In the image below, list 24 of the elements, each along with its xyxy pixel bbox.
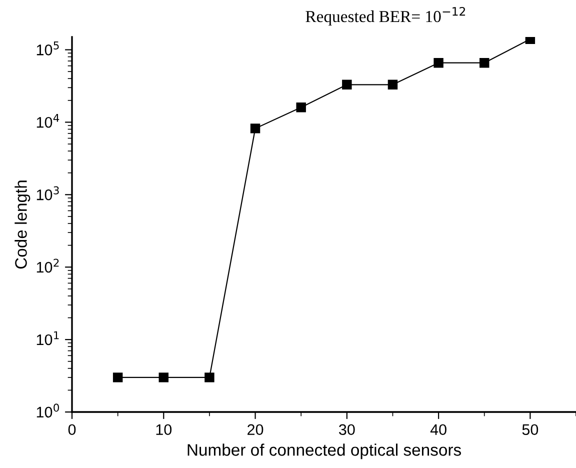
point <box>480 58 490 68</box>
x-tick-label: 50 <box>522 424 538 436</box>
point <box>434 58 444 68</box>
y-tick-label: 10$^{5}$ <box>36 42 59 56</box>
chart-title: Requested BER= 10$^{−12}$ <box>306 6 466 26</box>
point <box>388 80 398 90</box>
point <box>112 372 123 382</box>
x-tick-label: 20 <box>248 424 264 436</box>
y-tick-label: 10$^{2}$ <box>36 258 59 273</box>
y-tick-label: 10$^{1}$ <box>36 331 59 346</box>
point <box>250 124 260 134</box>
point <box>158 372 168 382</box>
y-axis-title: Code length <box>14 180 30 269</box>
point <box>204 372 214 382</box>
y-tick-label: 10$^{4}$ <box>36 114 60 128</box>
y-tick-label: 10$^{3}$ <box>36 186 59 200</box>
x-axis-title: Number of connected optical sensors <box>188 444 461 460</box>
x-tick-label: 40 <box>430 424 446 436</box>
y-tick-label: 10$^{0}$ <box>36 404 59 418</box>
x-tick-label: 30 <box>338 424 355 436</box>
point <box>296 102 306 112</box>
x-tick-label: 10 <box>156 424 172 436</box>
x-tick-label: 0 <box>68 424 76 436</box>
point <box>342 80 352 90</box>
